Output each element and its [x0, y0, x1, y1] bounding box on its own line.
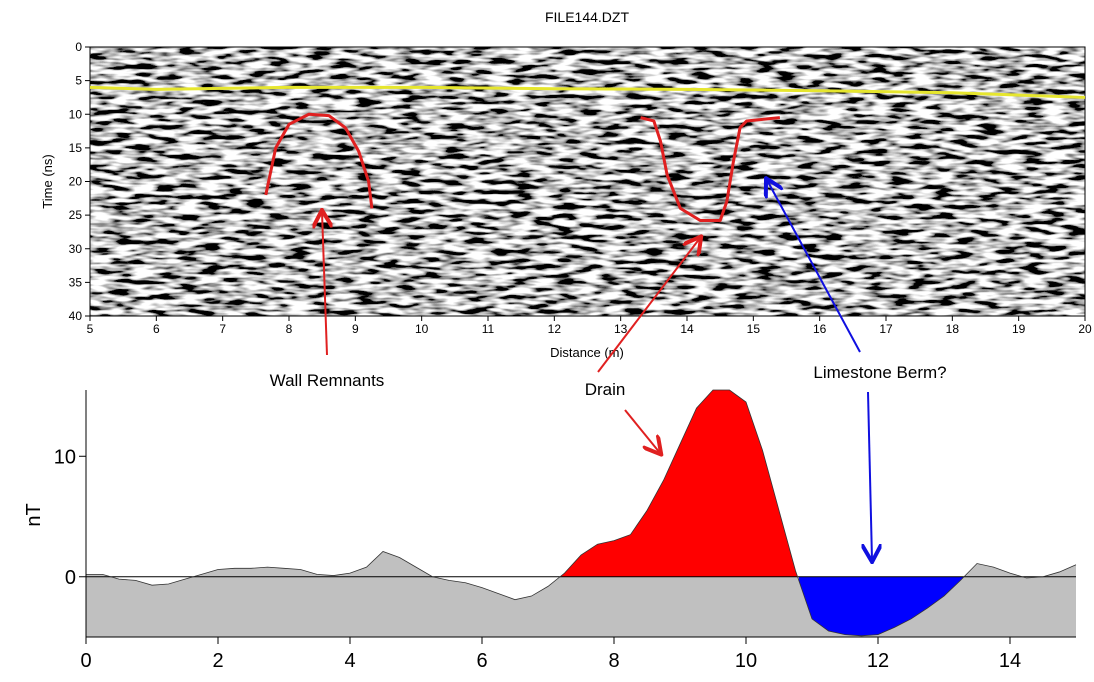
y-tick-label: 15 — [69, 141, 83, 155]
x-tick-label: 11 — [482, 322, 495, 336]
x-tick-label: 9 — [352, 322, 359, 336]
arrow — [322, 212, 327, 356]
annotation: Limestone Berm? — [813, 363, 946, 382]
x-tick-label: 10 — [415, 322, 429, 336]
chart-title: FILE144.DZT — [545, 9, 629, 25]
y-tick-label: 30 — [69, 242, 83, 256]
x-tick-label: 16 — [813, 322, 827, 336]
x-tick-label: 7 — [219, 322, 226, 336]
y-tick-label: 20 — [69, 175, 83, 189]
x-tick-label: 19 — [1012, 322, 1026, 336]
x-tick-label: 18 — [946, 322, 960, 336]
y-tick-label: 40 — [69, 309, 83, 323]
annotation: Wall Remnants — [270, 371, 385, 390]
y-tick-label: 25 — [69, 208, 83, 222]
x-tick-label: 8 — [608, 650, 619, 672]
x-tick-label: 10 — [735, 650, 757, 672]
x-tick-label: 8 — [286, 322, 293, 336]
anomaly-fill — [798, 576, 964, 636]
x-tick-label: 12 — [548, 322, 562, 336]
x-axis-label: Distance (m) — [550, 345, 624, 360]
x-tick-label: 17 — [879, 322, 893, 336]
x-tick-label: 4 — [344, 650, 355, 672]
y-tick-label: 0 — [65, 567, 76, 589]
interpretation-line — [264, 112, 374, 209]
y-axis-label: Time (ns) — [40, 154, 55, 208]
y-axis-label: nT — [23, 503, 45, 526]
x-tick-label: 5 — [87, 322, 94, 336]
y-tick-label: 35 — [69, 275, 83, 289]
x-tick-label: 20 — [1078, 322, 1092, 336]
y-tick-label: 5 — [75, 74, 82, 88]
x-tick-label: 6 — [476, 650, 487, 672]
annotation: Drain — [585, 380, 626, 399]
x-tick-label: 14 — [680, 322, 694, 336]
area-fill — [86, 390, 1076, 637]
anomaly-fill — [561, 390, 799, 577]
arrow — [767, 180, 861, 353]
x-tick-label: 15 — [747, 322, 761, 336]
arrow — [624, 409, 660, 453]
x-tick-label: 14 — [999, 650, 1021, 672]
area-line — [86, 389, 1077, 637]
x-tick-label: 0 — [80, 650, 91, 672]
x-tick-label: 6 — [153, 322, 160, 336]
x-tick-label: 12 — [867, 650, 889, 672]
x-tick-label: 2 — [212, 650, 223, 672]
interpretation-line — [640, 116, 781, 223]
x-tick-label: 13 — [614, 322, 628, 336]
annotation-arrows — [322, 180, 872, 560]
interpretation-line — [89, 85, 1086, 99]
y-tick-label: 10 — [69, 107, 83, 121]
arrow — [597, 238, 700, 373]
arrow — [868, 391, 872, 560]
y-tick-label: 10 — [54, 446, 76, 468]
y-tick-label: 0 — [75, 40, 82, 54]
